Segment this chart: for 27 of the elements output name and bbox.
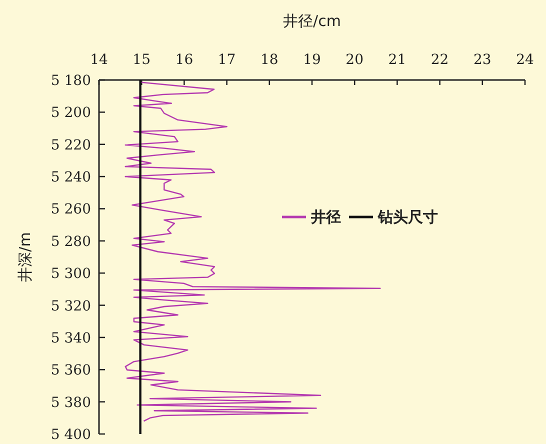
x-tick-label: 14 bbox=[90, 52, 108, 68]
y-tick-label: 5 380 bbox=[50, 394, 91, 411]
x-tick-label: 22 bbox=[430, 52, 449, 68]
x-tick-label: 17 bbox=[218, 52, 236, 68]
x-tick-label: 20 bbox=[346, 52, 364, 68]
legend-label: 井径 bbox=[310, 208, 341, 226]
x-tick-label: 21 bbox=[388, 52, 406, 68]
y-tick-label: 5 180 bbox=[50, 73, 91, 89]
x-tick-label: 15 bbox=[132, 52, 151, 68]
y-tick-label: 5 260 bbox=[50, 202, 91, 218]
y-tick-label: 5 360 bbox=[50, 362, 91, 379]
ref-line-label: 钻头尺寸 bbox=[377, 208, 438, 226]
y-tick-label: 5 340 bbox=[50, 330, 91, 346]
y-tick-label: 5 320 bbox=[50, 298, 91, 314]
y-tick-label: 5 240 bbox=[50, 170, 91, 186]
y-tick-label: 5 220 bbox=[50, 137, 91, 154]
y-axis-title: 井深/m bbox=[16, 232, 34, 282]
y-tick-label: 5 200 bbox=[50, 105, 91, 122]
x-tick-label: 19 bbox=[303, 52, 321, 68]
y-tick-label: 5 300 bbox=[50, 266, 91, 282]
y-tick-label: 5 280 bbox=[50, 234, 91, 250]
x-tick-label: 16 bbox=[175, 52, 194, 68]
y-tick-label: 5 400 bbox=[50, 427, 91, 443]
x-tick-label: 24 bbox=[516, 52, 534, 68]
x-tick-label: 18 bbox=[260, 52, 278, 68]
x-tick-label: 23 bbox=[473, 52, 492, 68]
x-axis-title: 井径/cm bbox=[283, 12, 341, 30]
